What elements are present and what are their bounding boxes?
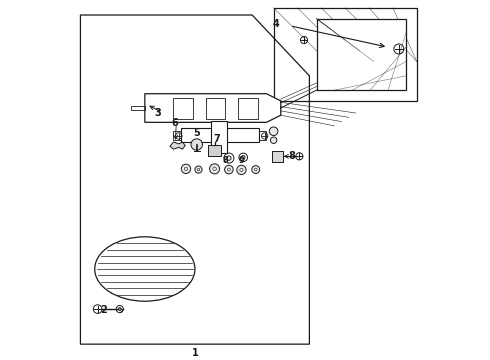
Bar [238, 98, 258, 119]
Circle shape [224, 165, 233, 174]
Circle shape [270, 137, 277, 143]
Text: 9: 9 [239, 156, 245, 165]
Text: 8: 8 [288, 151, 295, 161]
Polygon shape [317, 19, 406, 90]
Circle shape [237, 165, 246, 175]
Ellipse shape [95, 237, 195, 301]
Bar [173, 131, 181, 140]
Text: 6: 6 [172, 118, 179, 128]
Text: 2: 2 [100, 305, 107, 315]
Circle shape [270, 127, 278, 136]
Bar [272, 151, 283, 162]
Circle shape [191, 139, 202, 150]
Text: 4: 4 [272, 19, 279, 29]
Text: 8: 8 [222, 156, 228, 165]
Circle shape [195, 166, 202, 173]
Circle shape [210, 164, 220, 174]
Polygon shape [170, 142, 185, 149]
Text: 3: 3 [154, 108, 161, 118]
Bar [208, 145, 221, 156]
Bar [211, 121, 227, 153]
Bar [206, 98, 225, 119]
Circle shape [181, 164, 191, 174]
Text: 1: 1 [192, 348, 198, 358]
Bar [173, 98, 193, 119]
Circle shape [252, 166, 260, 174]
Bar [259, 131, 267, 140]
Bar [181, 129, 259, 142]
Text: 5: 5 [194, 129, 200, 139]
Polygon shape [145, 94, 281, 122]
Text: 7: 7 [213, 134, 220, 144]
